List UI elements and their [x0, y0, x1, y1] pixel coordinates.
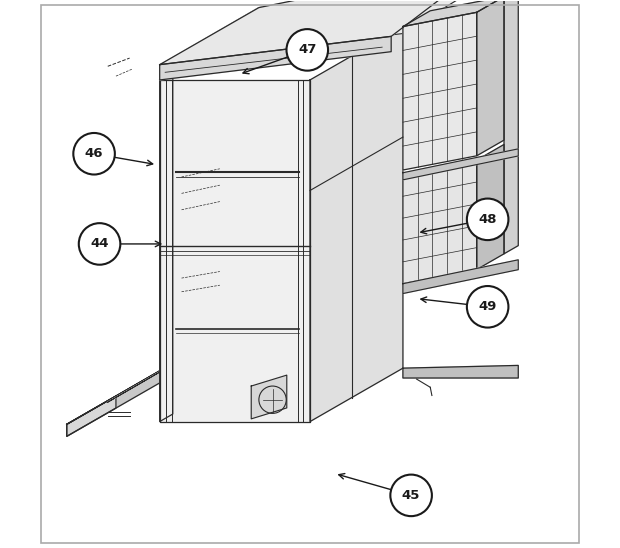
Polygon shape: [477, 145, 504, 270]
Polygon shape: [67, 230, 405, 424]
Circle shape: [391, 475, 432, 516]
Circle shape: [79, 223, 120, 265]
Polygon shape: [310, 26, 403, 421]
Polygon shape: [165, 0, 499, 62]
Circle shape: [467, 198, 508, 240]
Polygon shape: [477, 0, 504, 156]
Polygon shape: [403, 0, 504, 26]
Text: 49: 49: [479, 300, 497, 313]
Polygon shape: [403, 260, 518, 294]
Circle shape: [467, 286, 508, 328]
Polygon shape: [160, 72, 173, 421]
Polygon shape: [160, 36, 391, 80]
Polygon shape: [403, 149, 518, 180]
Polygon shape: [160, 0, 490, 65]
Polygon shape: [403, 160, 477, 284]
Polygon shape: [67, 258, 356, 436]
Text: 48: 48: [479, 213, 497, 226]
Text: 45: 45: [402, 489, 420, 502]
Text: 46: 46: [85, 147, 104, 160]
Polygon shape: [403, 12, 477, 170]
Polygon shape: [108, 260, 353, 402]
Text: eReplacementParts.com: eReplacementParts.com: [207, 267, 369, 281]
Polygon shape: [67, 396, 116, 436]
Polygon shape: [251, 375, 287, 419]
Text: 47: 47: [298, 43, 316, 56]
Polygon shape: [504, 0, 518, 254]
Text: 44: 44: [91, 237, 108, 250]
Polygon shape: [403, 366, 518, 378]
Circle shape: [286, 29, 328, 71]
Circle shape: [73, 133, 115, 174]
Polygon shape: [160, 80, 310, 421]
